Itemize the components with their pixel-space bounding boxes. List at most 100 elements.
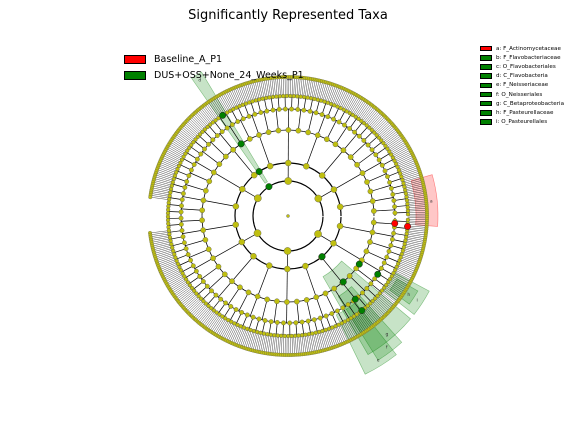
taxon-node [405, 202, 409, 206]
leaf-branch [294, 336, 295, 355]
leaf-branch [402, 171, 420, 177]
taxon-node [288, 94, 292, 98]
leaf-branch [240, 329, 247, 347]
taxon-node [385, 255, 389, 259]
leaf-branch [308, 79, 311, 98]
taxon-node [294, 321, 298, 325]
taxon-node [275, 320, 279, 324]
leaf-branch [281, 336, 282, 355]
leaf-branch [353, 99, 363, 115]
leaf-branch [331, 86, 338, 104]
leaf-branch [350, 97, 360, 113]
taxon-node [370, 199, 375, 204]
taxon-node [166, 211, 170, 215]
taxon-node [392, 198, 396, 202]
taxon-node [216, 264, 221, 269]
taxon-node [170, 184, 174, 188]
taxon-node [183, 185, 187, 189]
taxon-node [313, 97, 317, 101]
clade-branch [372, 232, 393, 236]
taxon-node [379, 266, 383, 270]
leaf-branch [307, 79, 310, 98]
leaf-branch [401, 169, 419, 175]
taxon-node [290, 334, 294, 338]
leaf-branch [177, 133, 192, 144]
leaf-branch [152, 186, 171, 190]
taxon-node [391, 192, 395, 196]
legend-swatch-baseline [124, 55, 146, 64]
clade-branch [308, 112, 313, 132]
taxon-node [231, 147, 236, 152]
taxon-node [169, 187, 173, 191]
taxon-node [179, 222, 183, 226]
leaf-branch [400, 167, 418, 174]
leaf-branch [313, 80, 317, 99]
taxon-node [222, 272, 227, 277]
taxon-node [201, 198, 206, 203]
leaf-branch [233, 326, 240, 343]
taxa-legend-item: g: C_Betaproteobacteria [480, 99, 564, 108]
taxon-node [370, 230, 375, 235]
taxon-node [276, 334, 280, 338]
taxon-node [234, 307, 238, 311]
leaf-branch [180, 292, 195, 304]
taxon-node [168, 194, 172, 198]
taxon-node [274, 299, 279, 304]
clade-branch [252, 115, 259, 135]
taxon-node [246, 290, 251, 295]
leaf-branch [299, 336, 301, 355]
taxon-node [331, 187, 337, 193]
taxon-node [281, 94, 285, 98]
clade-branch [185, 240, 205, 246]
significant-node-h [375, 271, 381, 277]
taxon-node [262, 332, 266, 336]
taxon-node [253, 112, 257, 116]
taxa-swatch [480, 46, 492, 52]
taxon-node [194, 269, 198, 273]
leaf-branch [308, 334, 311, 353]
taxon-node [272, 333, 276, 337]
clade-branch [250, 296, 257, 316]
leaf-branch [169, 278, 185, 288]
taxon-node [283, 107, 287, 111]
leaf-branch [328, 85, 334, 103]
taxon-node [237, 285, 242, 290]
leaf-branch [151, 192, 170, 195]
leaf-branch [153, 244, 171, 248]
significant-node-e-leaf [359, 307, 365, 313]
taxon-node [286, 127, 291, 132]
taxon-node [387, 249, 391, 253]
taxa-legend-item: c: O_Flavobacteriales [480, 62, 564, 71]
taxon-node [209, 289, 213, 293]
taxon-node [383, 169, 387, 173]
significant-node-c [256, 168, 262, 174]
taxon-node [385, 174, 389, 178]
taxon-node [304, 297, 309, 302]
leaf-branch [152, 239, 171, 243]
leaf-branch [381, 128, 396, 140]
taxon-node [303, 163, 309, 169]
taxon-node [181, 191, 185, 195]
clade-branch [203, 152, 220, 165]
leaf-branch [179, 130, 194, 142]
taxon-node [285, 94, 289, 98]
taxa-swatch [480, 119, 492, 125]
taxon-node [189, 168, 193, 172]
taxon-node [357, 134, 361, 138]
clade-branch [264, 112, 269, 132]
taxa-legend: a: F_Actinomycetaceae b: F_Flavobacteria… [480, 44, 564, 127]
taxon-node [239, 239, 245, 245]
leaf-branch [177, 288, 192, 299]
taxon-node [335, 309, 339, 313]
taxon-node [264, 96, 268, 100]
taxon-node [293, 334, 297, 338]
clade-branch [340, 226, 372, 232]
taxa-legend-item: d: C_Flavobacteria [480, 72, 564, 81]
leaf-branch [152, 242, 171, 246]
clade-branch [318, 116, 325, 136]
leaf-branch [172, 139, 188, 150]
taxon-node [341, 148, 346, 153]
leaf-branch [357, 102, 368, 118]
leaf-branch [355, 101, 366, 117]
taxon-node [254, 195, 261, 202]
